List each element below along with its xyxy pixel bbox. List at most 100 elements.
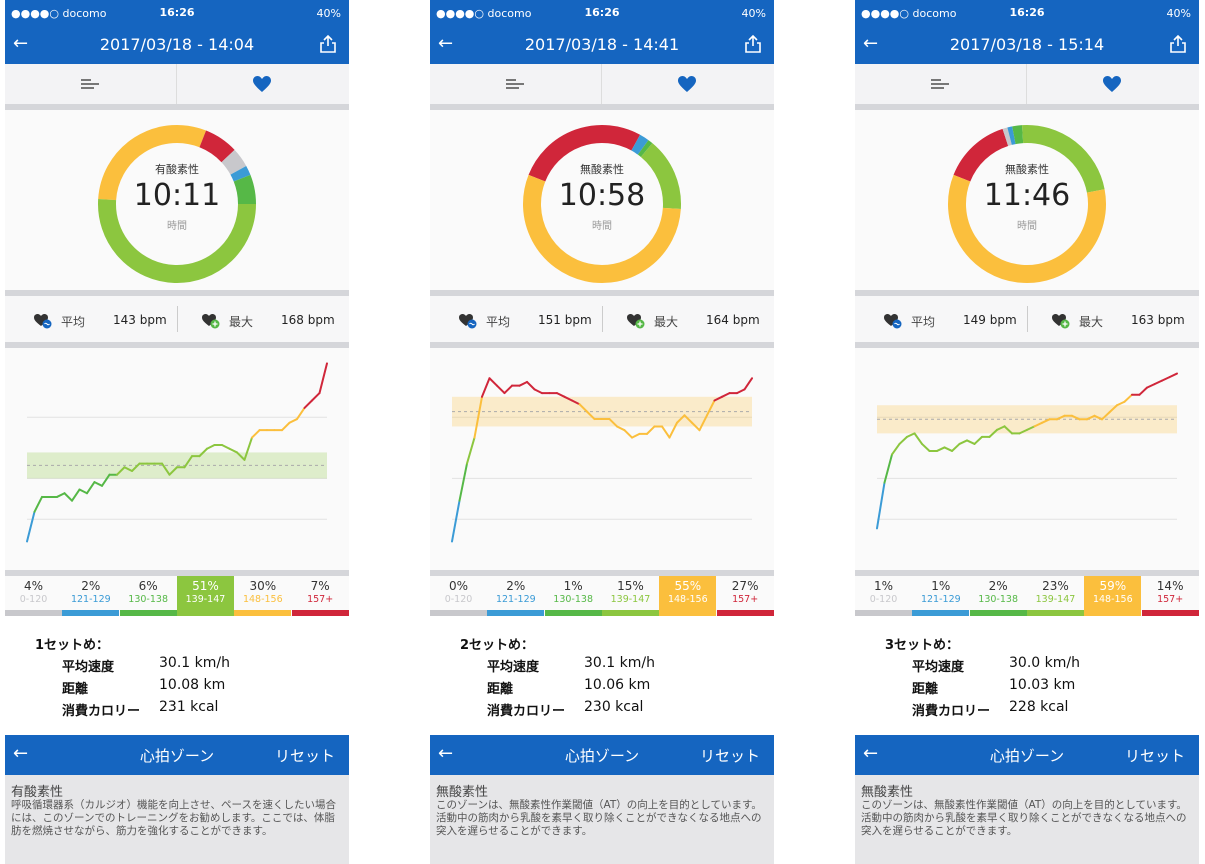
zone-cell-148-156[interactable]: 55% 148-156 [659, 576, 717, 616]
share-icon[interactable] [744, 34, 762, 54]
duration: 11:46 [983, 178, 1071, 213]
zone-cell-139-147[interactable]: 23% 139-147 [1026, 576, 1084, 616]
zone-cell-0-120[interactable]: 0% 0-120 [430, 576, 487, 616]
heart-rate-segment [1093, 414, 1103, 421]
zone-cell-157+[interactable]: 7% 157+ [291, 576, 349, 616]
zone-cell-0-120[interactable]: 1% 0-120 [855, 576, 912, 616]
zone-breakdown: 4% 0-120 2% 121-129 6% 130-138 51% 139-147 30% 14… [5, 576, 349, 616]
heart-rate-segment [101, 473, 111, 487]
zone-info-description: このゾーンは、無酸素性作業閾値（AT）の向上を目的としています。活動中の筋肉から… [436, 799, 762, 837]
heart-rate-segment [206, 444, 216, 450]
heart-rate-segment [578, 403, 588, 413]
zone-cell-121-129[interactable]: 2% 121-129 [487, 576, 545, 616]
heart-rate-segment [496, 384, 506, 395]
dominant-zone-name: 有酸素性 [155, 163, 199, 176]
back-arrow-icon[interactable]: ← [438, 743, 454, 764]
heart-rate-segment [318, 362, 328, 395]
tab-heart-rate[interactable] [177, 64, 348, 104]
zone-color-bar [601, 610, 659, 616]
reset-button[interactable]: リセット [699, 747, 760, 765]
share-icon[interactable] [1169, 34, 1187, 54]
back-arrow-icon[interactable]: ← [863, 743, 879, 764]
heart-rate-segment [116, 466, 126, 476]
max-heart-icon [627, 314, 645, 329]
zone-percent: 15% [617, 579, 644, 593]
zone-cell-157+[interactable]: 27% 157+ [716, 576, 774, 616]
heart-rate-stats: 平均 149 bpm 最大 163 bpm [855, 296, 1199, 342]
heart-rate-segment [913, 432, 923, 445]
tab-heart-rate[interactable] [602, 64, 773, 104]
heart-rate-segment [1168, 372, 1178, 379]
heart-rate-segment [891, 442, 901, 456]
heart-rate-segment [743, 377, 753, 391]
zone-color-bar [176, 610, 234, 616]
zone-cell-121-129[interactable]: 1% 121-129 [912, 576, 970, 616]
back-arrow-icon[interactable]: ← [13, 33, 29, 54]
back-arrow-icon[interactable]: ← [438, 33, 454, 54]
heart-rate-segment [698, 414, 708, 432]
heart-rate-segment [86, 481, 96, 495]
divider [5, 570, 349, 576]
zone-range: 157+ [307, 594, 334, 605]
tab-heart-rate[interactable] [1027, 64, 1198, 104]
heart-rate-segment [481, 377, 491, 398]
heart-rate-segment [518, 380, 528, 387]
back-arrow-icon[interactable]: ← [13, 743, 29, 764]
heart-rate-segment [563, 395, 573, 402]
zone-cell-139-147[interactable]: 51% 139-147 [176, 576, 234, 616]
zone-cell-130-138[interactable]: 6% 130-138 [119, 576, 177, 616]
zone-cell-130-138[interactable]: 2% 130-138 [969, 576, 1027, 616]
zone-donut-chart [98, 125, 256, 283]
heart-rate-segment [1146, 383, 1156, 389]
battery-level: 40% [1166, 7, 1191, 20]
avg-label: 平均 [911, 315, 936, 329]
share-icon[interactable] [319, 34, 337, 54]
heart-rate-segment [311, 392, 321, 402]
zone-cell-157+[interactable]: 14% 157+ [1141, 576, 1199, 616]
tab-laps[interactable] [430, 64, 602, 104]
zone-percent: 23% [1042, 579, 1069, 593]
avg-heart-icon [884, 314, 902, 329]
zone-cell-148-156[interactable]: 59% 148-156 [1084, 576, 1142, 616]
max-bpm: 164 bpm [706, 313, 760, 327]
donut-slice-148-156 [98, 125, 207, 201]
zone-percent: 2% [506, 579, 526, 593]
nav-bar: ← 2017/03/18 - 14:04 [5, 26, 349, 64]
max-bpm: 168 bpm [281, 313, 335, 327]
tab-laps[interactable] [5, 64, 177, 104]
back-arrow-icon[interactable]: ← [863, 33, 879, 54]
heart-rate-segment [473, 395, 483, 439]
zone-cell-121-129[interactable]: 2% 121-129 [62, 576, 120, 616]
tab-laps[interactable] [855, 64, 1027, 104]
speed-value: 30.1 km/h [159, 655, 230, 671]
zone-cell-139-147[interactable]: 15% 139-147 [601, 576, 659, 616]
reset-button[interactable]: リセット [274, 747, 335, 765]
heart-rate-segment [623, 429, 633, 439]
zone-percent: 1% [873, 579, 894, 593]
divider [5, 342, 349, 348]
zone-range: 148-156 [667, 594, 708, 605]
zone-donut-section: 有酸素性 10:11 時間 [5, 110, 349, 290]
zone-color-bar [1026, 610, 1084, 616]
heart-rate-segment [451, 499, 461, 543]
reset-button[interactable]: リセット [1124, 747, 1185, 765]
bars-icon [506, 79, 524, 89]
heart-rate-segment [966, 439, 976, 445]
heart-rate-segment [631, 432, 641, 439]
heart-rate-segment [281, 421, 291, 432]
heart-rate-segment [906, 432, 916, 438]
divider [855, 104, 1199, 110]
zone-cell-148-156[interactable]: 30% 148-156 [234, 576, 292, 616]
zone-cell-130-138[interactable]: 1% 130-138 [544, 576, 602, 616]
zone-nav-bar: ← 心拍ゾーン リセット [5, 735, 349, 775]
zone-color-bar [234, 610, 292, 616]
divider [430, 290, 774, 296]
heart-rate-segment [1153, 379, 1163, 386]
heart-rate-line-chart [876, 372, 1178, 530]
stats-divider [177, 306, 178, 332]
zone-cell-0-120[interactable]: 4% 0-120 [5, 576, 62, 616]
zone-range: 148-156 [1092, 594, 1133, 605]
max-heart-icon [1052, 314, 1070, 329]
heart-rate-segment [616, 425, 626, 432]
distance-label: 距離 [912, 682, 939, 697]
